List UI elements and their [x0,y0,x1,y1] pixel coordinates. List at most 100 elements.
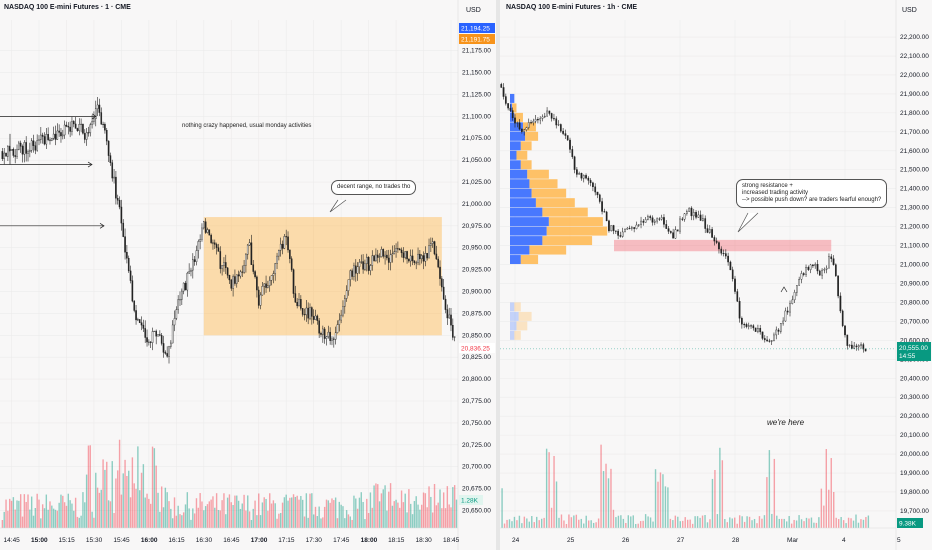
volume-bar [232,504,234,528]
annotation-callout[interactable]: strong resistance + increased trading ac… [736,179,888,208]
volume-bar [724,519,726,528]
volume-bar [632,515,634,528]
candle-body [718,242,720,250]
candle-body [109,155,112,163]
chart-pane-left[interactable]: 21,175.00 21,150.00 21,125.00 21,100.00 21,0… [0,0,496,550]
volume-bar [746,516,748,528]
volume-bar [146,493,148,528]
volume-bar [386,510,388,528]
candle-body [160,335,163,344]
candle-body [807,267,810,270]
candle-body [437,258,439,268]
volume-bar [52,508,55,528]
candle-body [628,227,631,229]
candle-body [702,218,704,221]
volume-bar [364,519,366,528]
candle-body [113,176,115,179]
chart-pane-right[interactable]: 22,200.00 22,100.00 22,000.00 21,900.00 21,8… [500,0,932,550]
candle-body [793,292,796,301]
range-box [203,217,442,336]
volume-bar [142,464,145,528]
candle-body [789,303,791,313]
candle-body [87,132,90,134]
volume-bar [588,520,590,528]
candle-body [761,331,764,339]
candle-body [60,132,62,137]
candle-body [166,353,168,357]
volume-bar [622,518,625,528]
candle-body [651,217,654,223]
volume-bar [322,517,324,528]
volume-bar [164,487,167,528]
volume-bar [331,498,333,528]
candle-body [825,267,828,270]
candle-body [417,253,419,263]
y-tick-label: 20,775.00 [462,398,491,405]
x-tick-label: 26 [622,537,630,544]
volume-bar [528,521,530,528]
candle-body [738,301,741,319]
volume-bar [201,501,203,528]
x-tick-label: 5 [897,537,901,544]
volume-bar [139,490,141,528]
candle-body [71,121,73,132]
volume-profile-up [510,198,536,208]
volume-bar [738,515,741,528]
volume-bar [23,494,26,528]
candle-body [303,314,306,316]
candle-body [300,299,302,309]
volume-profile-down [546,226,608,236]
volume-bar [682,520,684,528]
volume-bar [104,469,106,528]
volume-bar [157,492,159,528]
volume-bar [193,513,196,528]
candle-body [347,279,350,291]
volume-bar [815,522,818,528]
candle-body [45,134,48,145]
volume-bar [523,516,526,528]
volume-bar [261,502,264,528]
candle-body [126,252,128,259]
candle-body [105,130,108,142]
volume-bar [453,485,456,528]
annotation-callout[interactable]: decent range, no trades tho [331,180,417,195]
candle-body [311,307,313,317]
volume-bar [345,510,348,528]
volume-bar [32,515,35,528]
candle-body [637,224,640,226]
candle-body [289,249,291,259]
volume-bar [5,499,7,528]
pane-divider[interactable] [496,0,500,550]
volume-bar [397,502,399,528]
volume-bar [373,485,375,528]
annotation-line: increased trading activity [742,190,809,196]
annotation-text[interactable]: we're here [767,418,805,427]
volume-bar [553,455,555,528]
volume-bar [148,498,150,528]
volume-bar [371,507,373,528]
volume-bar [855,514,857,528]
candle-body [665,224,668,229]
chart-canvas-left[interactable]: 21,175.00 21,150.00 21,125.00 21,100.00 21,0… [0,0,496,550]
candle-body [415,262,418,264]
volume-bar [329,502,331,528]
chart-canvas-right[interactable]: 22,200.00 22,100.00 22,000.00 21,900.00 21,8… [500,0,932,550]
y-tick-label: 20,400.00 [900,375,929,382]
volume-bar [12,497,15,528]
volume-bar [353,495,355,528]
y-tick-label: 22,000.00 [900,72,929,79]
candle-body [683,213,686,220]
x-tick-label: 15:00 [31,537,48,544]
y-tick-label: 21,125.00 [462,91,491,98]
candle-body [294,293,297,303]
volume-bar [788,516,790,528]
candle-body [559,124,562,132]
candle-body [713,237,716,242]
volume-bar [219,510,221,528]
y-tick-label: 21,900.00 [900,91,929,98]
volume-bar [36,493,38,528]
annotation-text[interactable]: nothing crazy happened, usual monday act… [182,123,312,129]
volume-bar [199,493,201,528]
candle-body [608,220,610,232]
candle-body [124,236,126,253]
